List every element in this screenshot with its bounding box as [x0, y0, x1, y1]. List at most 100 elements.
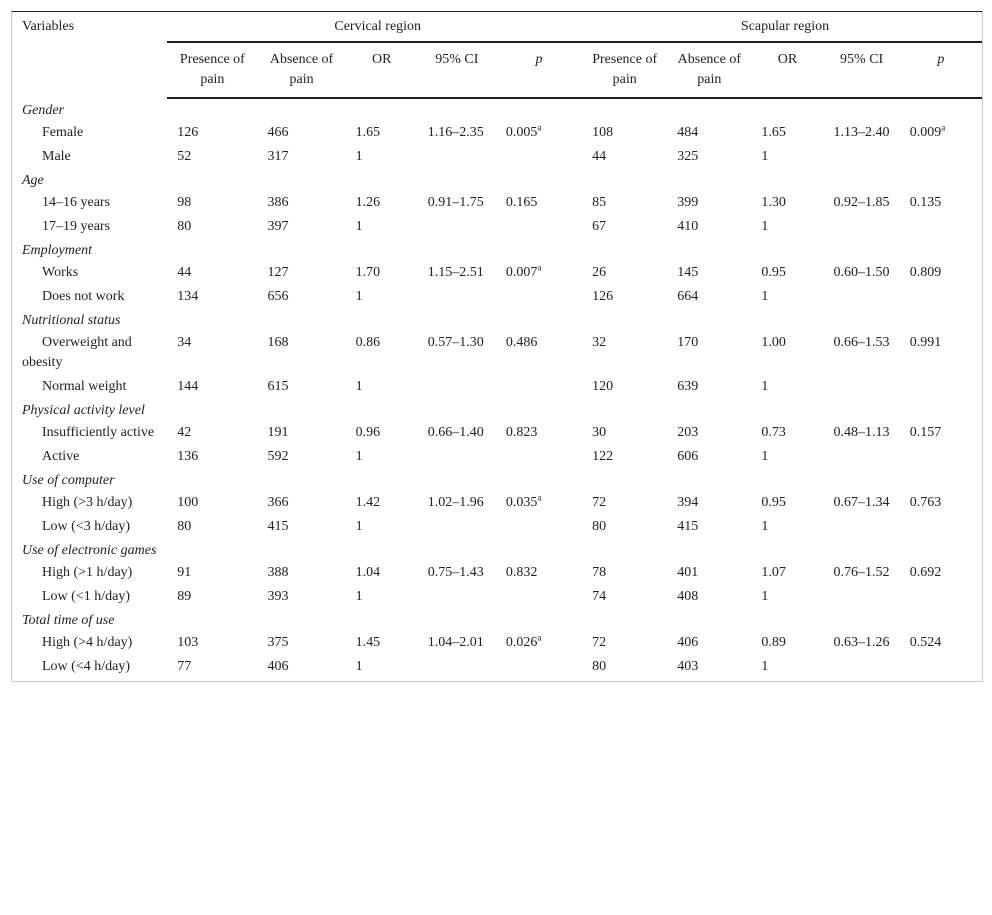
- cell: 1.02–1.96: [427, 495, 484, 510]
- cell: 1: [355, 449, 363, 464]
- cell: 0.823: [505, 425, 538, 440]
- cell: 592: [267, 449, 289, 464]
- cell: 89: [177, 589, 192, 604]
- cell: 126: [177, 125, 199, 140]
- cell: 30: [592, 425, 607, 440]
- cell: 108: [592, 125, 614, 140]
- cell: [496, 215, 582, 239]
- row-label-cell: Works: [42, 265, 79, 280]
- row-label-cell: Low (<1 h/day): [42, 589, 130, 604]
- cell: 406: [267, 659, 289, 674]
- cell: [900, 285, 982, 309]
- cell: 1: [761, 589, 769, 604]
- cell: 34: [177, 335, 192, 350]
- cell: [900, 655, 982, 681]
- cell: 406: [677, 635, 699, 650]
- cell: 325: [677, 149, 699, 164]
- cell: [418, 145, 496, 169]
- cell: 1: [761, 289, 769, 304]
- cell: 120: [592, 379, 614, 394]
- cell: 664: [677, 289, 699, 304]
- row-label-cell: High (>3 h/day): [42, 495, 133, 510]
- cell: [824, 285, 900, 309]
- cell: 52: [177, 149, 192, 164]
- group-row: Physical activity level: [12, 399, 982, 421]
- cell: 388: [267, 565, 289, 580]
- cell: [418, 515, 496, 539]
- cell: 366: [267, 495, 289, 510]
- data-row: Active 136 592 1 122 606 1: [12, 445, 982, 469]
- cell: [418, 375, 496, 399]
- cell: 80: [592, 519, 607, 534]
- cell: 1: [355, 589, 363, 604]
- cell: 0.763: [909, 495, 942, 510]
- group-row: Employment: [12, 239, 982, 261]
- cell: 145: [677, 265, 699, 280]
- data-row: High (>1 h/day) 91 388 1.04 0.75–1.43 0.832 78…: [12, 561, 982, 585]
- data-row: Works 44 127 1.70 1.15–2.51 0.007a 26 145 0.95 0.…: [12, 261, 982, 285]
- cell: 0.96: [355, 425, 381, 440]
- cell: 393: [267, 589, 289, 604]
- cell: 134: [177, 289, 199, 304]
- cell: [418, 655, 496, 681]
- cell: 1: [761, 149, 769, 164]
- cell: [900, 145, 982, 169]
- header-cell: Variables: [22, 19, 75, 34]
- cell: [824, 215, 900, 239]
- cell: 375: [267, 635, 289, 650]
- header-cell: Absence of pain: [257, 42, 346, 99]
- table-frame: Variables Cervical region Scapular regio…: [11, 11, 983, 682]
- cell: 0.035a: [496, 491, 582, 515]
- row-label-cell: 14–16 years: [42, 195, 111, 210]
- cell: 1.70: [355, 265, 381, 280]
- cell: 0.76–1.52: [833, 565, 890, 580]
- header-cell: OR: [751, 42, 824, 99]
- cell: 317: [267, 149, 289, 164]
- cell: 0.135: [909, 195, 942, 210]
- cell: 0.165: [505, 195, 538, 210]
- cell: [496, 375, 582, 399]
- row-label-cell: Active: [42, 449, 80, 464]
- cell: [900, 585, 982, 609]
- cell: 0.95: [761, 265, 786, 280]
- cell: 126: [592, 289, 614, 304]
- cell: 466: [267, 125, 289, 140]
- cell: 415: [267, 519, 289, 534]
- data-row: 14–16 years 98 386 1.26 0.91–1.75 0.165 85 399 1…: [12, 191, 982, 215]
- cell: 1.65: [761, 125, 786, 140]
- data-row: High (>3 h/day) 100 366 1.42 1.02–1.96 0.035a…: [12, 491, 982, 515]
- data-row: Male 52 317 1 44 325 1: [12, 145, 982, 169]
- cell: 0.92–1.85: [833, 195, 890, 210]
- cell: 0.63–1.26: [833, 635, 890, 650]
- cell: 1: [355, 379, 363, 394]
- group-label: Physical activity level: [22, 403, 145, 418]
- cell: 0.66–1.53: [833, 335, 890, 350]
- cell: 1.04–2.01: [427, 635, 484, 650]
- group-row: Total time of use: [12, 609, 982, 631]
- row-label-cell: 17–19 years: [42, 219, 111, 234]
- cell: 98: [177, 195, 192, 210]
- cell: 0.005a: [496, 121, 582, 145]
- header-cell: Scapular region: [582, 12, 982, 43]
- cell: 0.66–1.40: [427, 425, 484, 440]
- footnote-mark: a: [537, 632, 542, 643]
- cell: 1: [761, 519, 769, 534]
- cell: [900, 215, 982, 239]
- cell: 170: [677, 335, 699, 350]
- cell: 0.692: [909, 565, 942, 580]
- cell: 1.15–2.51: [427, 265, 484, 280]
- cell: 386: [267, 195, 289, 210]
- cell: 72: [592, 495, 607, 510]
- cell: 0.009a: [900, 121, 982, 145]
- cell: 410: [677, 219, 699, 234]
- cell: 1.42: [355, 495, 381, 510]
- cell: [496, 445, 582, 469]
- data-row: Overweight and obesity 34 168 0.86 0.57–1.30…: [12, 331, 982, 375]
- cell: 127: [267, 265, 289, 280]
- row-label-cell: Male: [42, 149, 71, 164]
- cell: 1.45: [355, 635, 381, 650]
- cell: 1.13–2.40: [833, 125, 890, 140]
- header-cell: 95% CI: [417, 42, 496, 99]
- cell: 415: [677, 519, 699, 534]
- cell: [824, 145, 900, 169]
